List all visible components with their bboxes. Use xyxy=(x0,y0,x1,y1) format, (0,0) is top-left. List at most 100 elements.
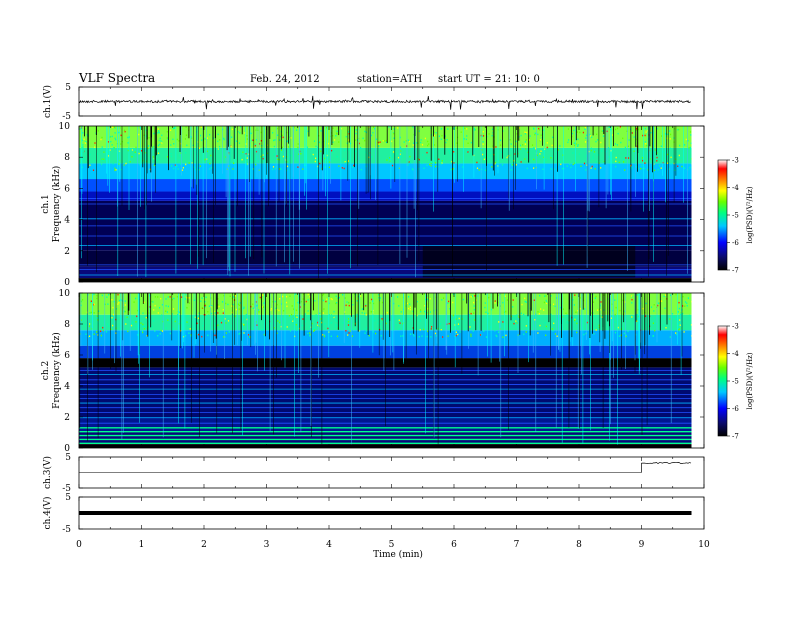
ch2-spectrogram-psd-speckle xyxy=(336,335,339,338)
ch1-spectrogram-psd-speckle xyxy=(272,168,274,171)
ch2-spectrogram-psd-speckle xyxy=(355,315,357,318)
ch1-spectrogram-psd-speckle xyxy=(255,129,257,131)
ch1-spectrogram-psd-speckle xyxy=(552,136,554,139)
ch1-spectrogram-psd-speckle xyxy=(209,133,211,136)
ch1-spectrogram-psd-speckle xyxy=(286,131,288,134)
ch1-spectrogram-psd-speckle xyxy=(232,168,234,170)
ch2-spectrogram-psd-speckle xyxy=(499,328,501,330)
ch1-spectrogram-psd-speckle xyxy=(289,126,291,128)
ch1-spectrogram-psd-speckle xyxy=(373,127,376,130)
ch1-spectrogram-psd-speckle xyxy=(560,163,562,166)
ch1-spectrogram-psd-speckle xyxy=(153,132,155,135)
ch2-spectrogram-psd-speckle xyxy=(324,334,326,336)
ch2-spectrogram-psd-speckle xyxy=(307,332,309,335)
ch1-spectrogram-psd-speckle xyxy=(438,158,440,160)
ch1-spectrogram-psd-speckle xyxy=(315,145,317,148)
ch2-spectrogram-psd-speckle xyxy=(255,305,258,307)
ch2-spectrogram-psd-speckle xyxy=(360,295,362,297)
ch2-spectrogram-psd-speckle xyxy=(135,297,137,300)
x-tick-label: 2 xyxy=(201,540,207,550)
ch2-spectrogram-psd-speckle xyxy=(418,336,420,338)
ch2-spectrogram-psd-speckle xyxy=(224,336,226,338)
ch2-spectrogram-psd-speckle xyxy=(472,330,474,332)
ch1-spectrogram-psd-speckle xyxy=(327,160,329,162)
ch1-spectrogram-psd-speckle xyxy=(511,164,513,167)
ch1-spectrogram-psd-speckle xyxy=(593,151,596,153)
ch1-spectrogram-psd-speckle xyxy=(118,131,120,134)
ch1-spectrogram-psd-speckle xyxy=(400,155,402,158)
ch2-spectrogram-psd-speckle xyxy=(202,315,204,317)
x-tick-label: 0 xyxy=(76,540,82,550)
ch2-spectrogram-psd-speckle xyxy=(610,317,612,319)
ch2-spectrogram-psd-speckle xyxy=(455,334,457,337)
ch2-spectrogram-psd-speckle xyxy=(688,314,691,317)
ch1-spectrogram-psd-speckle xyxy=(585,169,587,171)
ch1-spectrogram-psd-speckle xyxy=(690,148,692,150)
ch2-spectrogram-psd-speckle xyxy=(654,317,656,319)
ch2-spectrogram-psd-speckle xyxy=(221,301,224,303)
ch2-spectrogram-psd-speckle xyxy=(473,312,475,314)
ch1-spectrogram-psd-speckle xyxy=(296,159,298,162)
ch1-spectrogram-psd-speckle xyxy=(179,154,181,157)
ch2-spectrogram-psd-speckle xyxy=(470,335,472,337)
ch2-spectrogram-psd-speckle xyxy=(676,333,678,336)
ch1-spectrogram-psd-speckle xyxy=(166,131,168,133)
ch2-spectrogram-psd-speckle xyxy=(230,325,233,327)
ch2-spectrogram-psd-speckle xyxy=(336,320,338,322)
ch2-spectrogram-psd-speckle xyxy=(176,296,178,298)
ch1-spectrogram-psd-speckle xyxy=(590,167,592,169)
ch2-spectrogram-psd-speckle xyxy=(559,327,561,330)
ch1-spectrogram-psd-speckle xyxy=(217,133,219,136)
ch2-spectrogram-psd-speckle xyxy=(494,300,496,302)
ch2-spectrogram-psd-speckle xyxy=(576,321,578,323)
ch2-spectrogram-psd-speckle xyxy=(278,309,280,312)
ch2-spectrogram-no-data xyxy=(691,293,704,448)
ch2-spectrogram-psd-speckle xyxy=(249,336,251,338)
ch1-spectrogram-psd-speckle xyxy=(233,162,235,164)
ch1-spectrogram-psd-speckle xyxy=(420,141,422,144)
ch1-spectrogram-psd-speckle xyxy=(591,136,593,138)
ch2-spectrogram-psd-speckle xyxy=(576,331,578,334)
ch1-spectrogram-psd-speckle xyxy=(597,139,599,141)
ch1-timeseries-ylabel: ch.1(V) xyxy=(42,85,53,118)
ch2-spectrogram-psd-speckle xyxy=(178,323,180,325)
ch1-spectrogram-psd-speckle xyxy=(409,155,411,158)
ch2-spectrogram-psd-speckle xyxy=(262,329,264,331)
ch1-spectrogram-psd-speckle xyxy=(625,157,627,159)
ch1-spectrogram-psd-speckle xyxy=(393,132,395,135)
ch1-spectrogram-psd-speckle xyxy=(153,164,155,166)
ch1-spectrogram-psd-speckle xyxy=(600,167,602,169)
ch2-spectrogram-psd-speckle xyxy=(210,306,212,308)
ch1-spectrogram-psd-speckle xyxy=(178,140,180,142)
ch2-spectrogram-psd-speckle xyxy=(398,328,400,330)
ch2-spectrogram-psd-speckle xyxy=(653,304,655,306)
ch1-spectrogram-psd-speckle xyxy=(153,159,155,161)
ch1-spectrogram-psd-speckle xyxy=(198,169,200,171)
ch1-spectrogram-psd-speckle xyxy=(318,141,321,144)
ch2-spectrogram-psd-speckle xyxy=(657,302,660,304)
ch1-spectrogram-psd-speckle xyxy=(418,158,420,161)
ch1-spectrogram-psd-speckle xyxy=(495,153,497,156)
ch2-spectrogram-psd-speckle xyxy=(346,301,348,303)
ch1-spectrogram-psd-speckle xyxy=(674,169,676,171)
ch2-spectrogram-psd-speckle xyxy=(218,305,220,308)
ch2-spectrogram-psd-speckle xyxy=(675,293,677,296)
ch1-spectrogram-psd-speckle xyxy=(173,143,175,145)
ch1-spectrogram-psd-speckle xyxy=(662,151,664,153)
ch1-spectrogram-psd-speckle xyxy=(445,141,447,144)
ch2-spectrogram-psd-speckle xyxy=(232,296,234,298)
ch2-spectrogram-psd-speckle xyxy=(377,319,380,321)
ch1-spectrogram-ylabel: Frequency (kHz) xyxy=(51,166,62,243)
ch2-spectrogram-ytick-label: 0 xyxy=(64,444,70,454)
ch2-spectrogram-psd-speckle xyxy=(687,297,689,299)
ch1-spectrogram-psd-speckle xyxy=(506,156,508,159)
ch2-spectrogram-psd-speckle xyxy=(204,329,206,331)
ch1-spectrogram-psd-speckle xyxy=(330,132,332,134)
ch2-spectrogram-psd-speckle xyxy=(356,300,358,302)
ch1-spectrogram-psd-speckle xyxy=(262,157,264,160)
ch2-spectrogram-psd-speckle xyxy=(627,330,629,333)
ch1-spectrogram-psd-speckle xyxy=(391,140,393,143)
ch1-spectrogram-psd-speckle xyxy=(109,136,111,138)
ch1-spectrogram-psd-speckle xyxy=(584,126,586,129)
